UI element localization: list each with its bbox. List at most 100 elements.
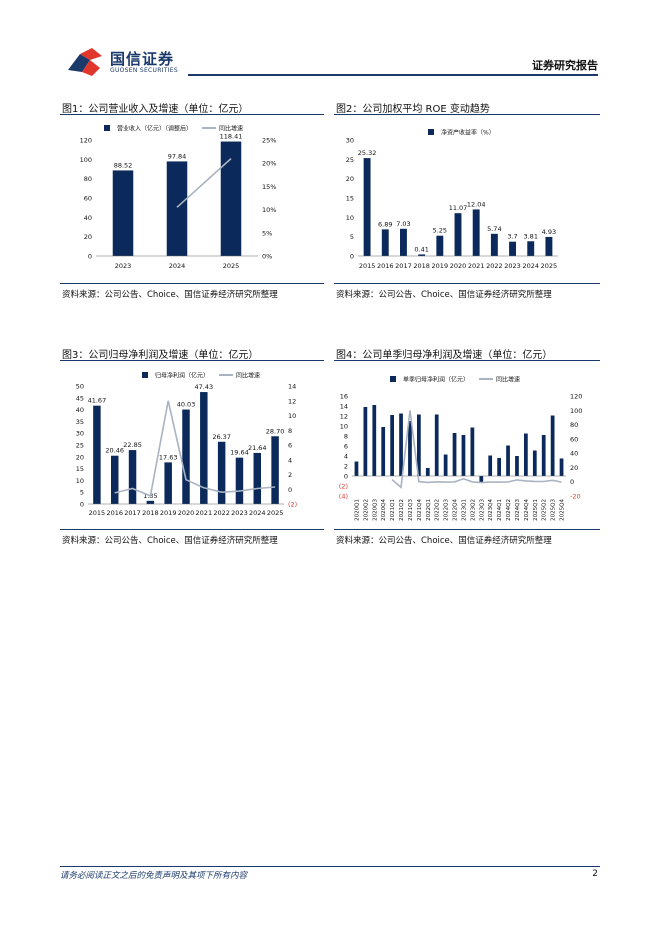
y-tick-label: 60	[84, 195, 92, 203]
y-tick-label: 16	[340, 393, 348, 401]
footer-disclaimer: 请务必阅读正文之后的免责声明及其项下所有内容	[60, 871, 248, 881]
bar-2024Q3	[515, 456, 519, 476]
bar-2023Q4	[488, 455, 493, 476]
x-tick-label: 2018	[142, 509, 159, 517]
x-tick-label: 2022Q2	[435, 499, 441, 521]
y2-tick-label: 14	[288, 383, 296, 391]
y-tick-label: 5	[80, 489, 84, 497]
data-label-2021: 47.43	[195, 383, 214, 391]
data-label-2023: 19.64	[230, 449, 249, 457]
x-tick-label: 2015	[359, 262, 376, 270]
x-tick-label: 2015	[89, 509, 106, 517]
x-tick-label: 2024Q1	[497, 499, 503, 521]
guosen-logo-icon	[68, 48, 102, 76]
data-label-2016: 6.89	[378, 220, 392, 228]
y2-tick-label: 8	[288, 427, 292, 435]
legend-bar-swatch	[390, 376, 396, 382]
data-label-2015: 41.67	[88, 397, 107, 405]
data-label-2015: 25.32	[358, 149, 377, 157]
x-tick-label: 2024Q4	[524, 499, 530, 521]
legend-entry: 净资产收益率（%）	[441, 129, 495, 137]
y-tick-label: 2	[344, 463, 348, 471]
y2-tick-label: 15%	[262, 183, 276, 191]
x-tick-label: 2025	[267, 509, 284, 517]
y-tick-label: 20	[76, 453, 84, 461]
bar-2025Q2	[541, 435, 546, 476]
bar-2017	[128, 450, 137, 504]
bar-2022	[490, 233, 498, 256]
x-tick-label: 2025Q1	[533, 499, 539, 521]
x-tick-label: 2022	[486, 262, 503, 270]
y-tick-label: 10	[340, 423, 348, 431]
y2-tick-label: 20	[570, 464, 578, 472]
logo-english-name: GUOSEN SECURITIES	[110, 67, 179, 74]
bar-2022Q1	[425, 468, 430, 476]
figure-3-rule	[60, 360, 324, 361]
y2-tick-label: 40	[570, 450, 578, 458]
figure-4-rule	[334, 360, 600, 361]
x-tick-label: 2025	[223, 262, 240, 270]
y-tick-label: 45	[76, 394, 84, 402]
bar-2020Q2	[363, 407, 368, 476]
x-tick-label: 2025	[541, 262, 558, 270]
bar-2021Q1	[390, 415, 394, 476]
figure-2-rule	[334, 114, 600, 115]
y-tick-label: 100	[80, 156, 92, 164]
bar-2024Q4	[524, 433, 528, 476]
y2-tick-label: 100	[570, 407, 582, 415]
bar-2021Q4	[417, 414, 421, 476]
y2-tick-label: (2)	[288, 501, 297, 509]
y2-tick-label: 0%	[262, 253, 272, 261]
quarterly-profit-chart: 单季归母净利润（亿元） 同比增速 (4) (2) 0 2 4 6 8 10 12 14 16 -20 0 20…	[339, 376, 583, 521]
x-tick-label: 2023Q4	[488, 499, 494, 521]
figure-2-title: 图2：公司加权平均 ROE 变动趋势	[336, 104, 490, 115]
x-tick-label: 2020	[178, 509, 195, 517]
y-tick-label: 20	[346, 175, 354, 183]
bar-2017	[400, 228, 407, 256]
x-tick-label: 2020Q3	[372, 499, 378, 521]
x-tick-label: 2020Q2	[363, 499, 369, 521]
y-tick-label: 120	[80, 137, 92, 145]
x-tick-label: 2022	[213, 509, 230, 517]
document-type: 证券研究报告	[532, 59, 598, 72]
y-tick-label: 25	[76, 442, 84, 450]
y2-tick-label: 4	[288, 456, 292, 464]
bar-2024	[527, 241, 535, 256]
figure-2-bottom-rule	[334, 283, 600, 284]
data-label-2021: 12.04	[467, 200, 486, 208]
bar-2018	[146, 500, 155, 504]
bar-2023Q1	[461, 435, 466, 476]
x-tick-label: 2016	[106, 509, 123, 517]
x-tick-label: 2021	[468, 262, 485, 270]
figure-3-bottom-rule	[60, 529, 324, 530]
y-tick-label: 8	[344, 433, 348, 441]
data-label-2019: 5.25	[433, 227, 447, 235]
x-tick-label: 2025Q4	[560, 499, 566, 521]
bar-2023	[235, 457, 244, 504]
y-tick-label: (4)	[339, 493, 348, 501]
y-tick-label: 14	[340, 403, 348, 411]
growth-rate-line	[391, 410, 562, 490]
data-label-2024: 97.84	[168, 152, 187, 160]
legend-entry: 单季归母净利润（亿元）	[403, 376, 469, 384]
x-tick-label: 2023	[115, 262, 132, 270]
y-tick-label: 10	[76, 477, 84, 485]
bar-2025Q3	[550, 415, 555, 476]
bar-2023Q2	[470, 427, 475, 476]
growth-rate-line	[176, 158, 232, 208]
bar-2018	[418, 254, 426, 256]
bar-2025Q4	[559, 458, 564, 476]
x-tick-label: 2022Q3	[444, 499, 450, 521]
y2-tick-label: 10	[288, 412, 296, 420]
bar-2019	[436, 235, 444, 256]
y-tick-label: 40	[84, 214, 92, 222]
y2-tick-label: 12	[288, 397, 296, 405]
x-tick-label: 2024Q2	[506, 499, 512, 521]
y-tick-label: 0	[80, 501, 84, 509]
y-tick-label: 30	[76, 430, 84, 438]
data-label-2025: 28.70	[266, 427, 285, 435]
legend-bar-swatch	[142, 372, 148, 378]
x-tick-label: 2024Q3	[515, 499, 521, 521]
y-tick-label: 10	[346, 214, 354, 222]
y-tick-label: 80	[84, 175, 92, 183]
